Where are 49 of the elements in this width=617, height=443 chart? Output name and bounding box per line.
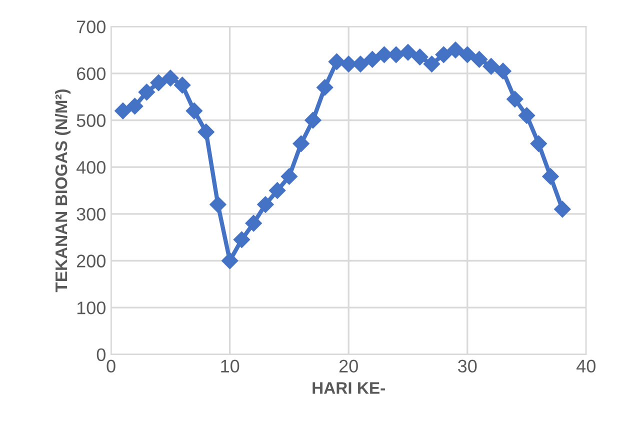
y-tick-label: 0 [96, 348, 106, 362]
point [459, 46, 476, 64]
point [245, 214, 262, 232]
point [470, 50, 488, 68]
point [138, 84, 156, 101]
point [518, 107, 536, 124]
point [494, 62, 512, 80]
x-axis-title: HARI KE- [312, 382, 385, 394]
x-tick-label: 20 [339, 360, 358, 373]
point [280, 168, 298, 185]
point [411, 48, 428, 66]
point [554, 200, 571, 218]
y-tick-label: 600 [76, 67, 106, 80]
y-axis-title: TEKANAN BIOGAS (N/M²) [54, 89, 71, 292]
point [174, 76, 191, 94]
y-tick-label: 700 [77, 20, 106, 34]
point [233, 231, 250, 248]
point [435, 46, 452, 64]
point [162, 70, 179, 86]
point [198, 124, 214, 140]
x-tick-label: 30 [458, 360, 477, 373]
y-tick-label: 400 [76, 161, 106, 174]
point [292, 135, 310, 152]
point [257, 196, 274, 213]
point [447, 42, 464, 58]
point [506, 90, 524, 108]
y-tick-label: 100 [77, 302, 106, 314]
x-tick-label: 0 [106, 360, 116, 373]
y-tick-label: 500 [76, 114, 106, 127]
point [364, 50, 381, 68]
point [316, 79, 334, 96]
point [530, 135, 548, 152]
point [126, 98, 144, 115]
y-tick-label: 200 [76, 254, 106, 268]
point [400, 44, 416, 61]
point [328, 53, 346, 70]
point [304, 112, 322, 129]
x-tick-label: 10 [221, 360, 240, 373]
point [150, 74, 167, 92]
point [542, 168, 559, 185]
point [482, 58, 500, 75]
y-tick-label: 300 [76, 208, 106, 221]
point [186, 102, 203, 120]
point [221, 252, 238, 270]
x-tick-label: 40 [576, 360, 596, 373]
point [268, 182, 286, 199]
point [423, 56, 440, 72]
point [210, 196, 226, 213]
point [114, 102, 132, 120]
